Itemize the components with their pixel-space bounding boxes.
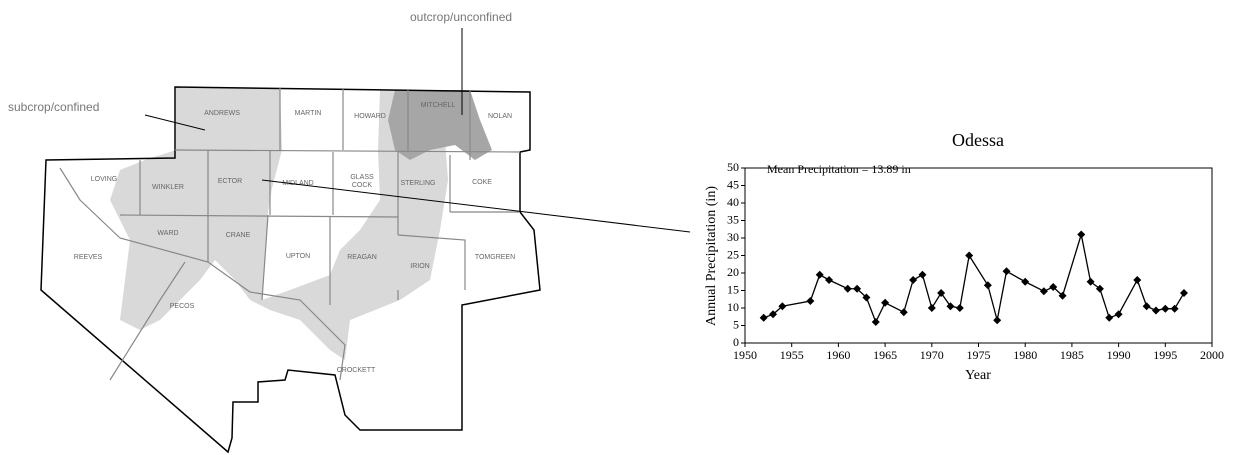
subcrop-area bbox=[110, 88, 448, 360]
data-point bbox=[1161, 304, 1170, 313]
y-tick-label: 15 bbox=[727, 282, 739, 296]
data-point bbox=[1151, 306, 1160, 315]
data-point bbox=[993, 316, 1002, 325]
x-tick-label: 2000 bbox=[1200, 348, 1224, 362]
data-point bbox=[843, 284, 852, 293]
data-point bbox=[1179, 288, 1188, 297]
data-point bbox=[918, 270, 927, 279]
county-label: CRANE bbox=[226, 232, 251, 239]
county-label: LOVING bbox=[91, 176, 117, 183]
annotation: Mean Precipitation = 13.89 in bbox=[767, 162, 911, 176]
data-point bbox=[1086, 277, 1095, 286]
county-label: MARTIN bbox=[295, 110, 322, 117]
study-boundary bbox=[40, 86, 541, 454]
data-point bbox=[759, 313, 768, 322]
outcrop-area bbox=[388, 90, 492, 160]
y-axis-title: Annual Precipitation (in) bbox=[704, 186, 719, 326]
x-tick-label: 1950 bbox=[733, 348, 757, 362]
x-tick-label: 1995 bbox=[1153, 348, 1177, 362]
county-label: ECTOR bbox=[218, 178, 242, 185]
data-point bbox=[871, 318, 880, 326]
x-axis-title: Year bbox=[965, 368, 991, 383]
y-tick-label: 0 bbox=[733, 335, 739, 349]
county-label: HOWARD bbox=[354, 113, 386, 120]
map: ANDREWS MARTIN HOWARD MITCHELL NOLAN LOV… bbox=[40, 28, 691, 454]
data-point bbox=[825, 276, 834, 284]
data-point bbox=[955, 304, 964, 312]
x-tick-label: 1985 bbox=[1060, 348, 1084, 362]
x-tick-label: 1990 bbox=[1107, 348, 1131, 362]
data-point bbox=[769, 310, 778, 319]
county-label: ANDREWS bbox=[204, 110, 240, 117]
data-point bbox=[1133, 276, 1142, 284]
data-point bbox=[1058, 291, 1067, 300]
county-label: PECOS bbox=[170, 303, 195, 310]
data-point bbox=[1142, 302, 1151, 311]
y-tick-label: 40 bbox=[727, 195, 739, 209]
data-point bbox=[1049, 283, 1058, 291]
x-tick-label: 1955 bbox=[780, 348, 804, 362]
county-label: WINKLER bbox=[152, 184, 184, 191]
y-tick-label: 45 bbox=[727, 177, 739, 191]
county-label: IRION bbox=[410, 263, 429, 270]
y-tick-label: 35 bbox=[727, 212, 739, 226]
y-tick-label: 5 bbox=[733, 317, 739, 331]
data-point bbox=[899, 308, 908, 317]
leader-line bbox=[261, 179, 691, 233]
y-tick-label: 50 bbox=[727, 160, 739, 174]
data-point bbox=[983, 281, 992, 290]
data-point bbox=[881, 298, 890, 307]
annotation: outcrop/unconfined bbox=[410, 10, 512, 24]
x-tick-label: 1980 bbox=[1013, 348, 1037, 362]
data-point bbox=[1077, 230, 1086, 239]
data-line bbox=[763, 234, 1185, 324]
data-point bbox=[1002, 267, 1011, 276]
data-point bbox=[1170, 304, 1179, 313]
annotation: subcrop/confined bbox=[8, 100, 99, 114]
x-tick-label: 1975 bbox=[967, 348, 991, 362]
data-point bbox=[1039, 287, 1048, 296]
x-tick-label: 1960 bbox=[826, 348, 850, 362]
chart-title: Odessa bbox=[952, 130, 1004, 150]
data-point bbox=[815, 270, 824, 279]
county-label: STERLING bbox=[400, 180, 435, 187]
county-label: MITCHELL bbox=[421, 102, 456, 109]
data-point bbox=[853, 284, 862, 293]
data-point bbox=[946, 302, 955, 311]
data-point bbox=[1021, 277, 1030, 286]
plot-frame bbox=[744, 167, 1213, 344]
data-point bbox=[965, 251, 974, 260]
data-point bbox=[927, 304, 936, 312]
county-label: COCK bbox=[352, 182, 373, 189]
y-tick-label: 10 bbox=[727, 300, 739, 314]
x-tick-label: 1965 bbox=[873, 348, 897, 362]
county-label: WARD bbox=[157, 230, 178, 237]
county-label: CROCKETT bbox=[337, 367, 376, 374]
data-point bbox=[937, 288, 946, 297]
county-label: TOMGREEN bbox=[475, 254, 515, 261]
county-label: REEVES bbox=[74, 254, 103, 261]
county-label: UPTON bbox=[286, 253, 310, 260]
x-tick-label: 1970 bbox=[920, 348, 944, 362]
data-point bbox=[1095, 284, 1104, 293]
data-point bbox=[778, 302, 787, 311]
y-tick-label: 20 bbox=[727, 265, 739, 279]
county-label: COKE bbox=[472, 179, 492, 186]
data-point bbox=[806, 297, 815, 305]
county-label: MIDLAND bbox=[282, 180, 314, 187]
data-point bbox=[862, 293, 871, 302]
leader-line bbox=[144, 114, 206, 131]
chart: Odessa Mean Precipitation = 13.89 in Yea… bbox=[704, 130, 1224, 383]
data-point bbox=[1114, 310, 1123, 319]
county-label: REAGAN bbox=[347, 254, 377, 261]
county-label: NOLAN bbox=[488, 113, 512, 120]
data-point bbox=[909, 276, 918, 284]
county-lines bbox=[59, 88, 521, 381]
y-tick-label: 25 bbox=[727, 247, 739, 261]
county-label: GLASS bbox=[350, 174, 374, 181]
data-point bbox=[1105, 313, 1114, 322]
y-tick-label: 30 bbox=[727, 230, 739, 244]
